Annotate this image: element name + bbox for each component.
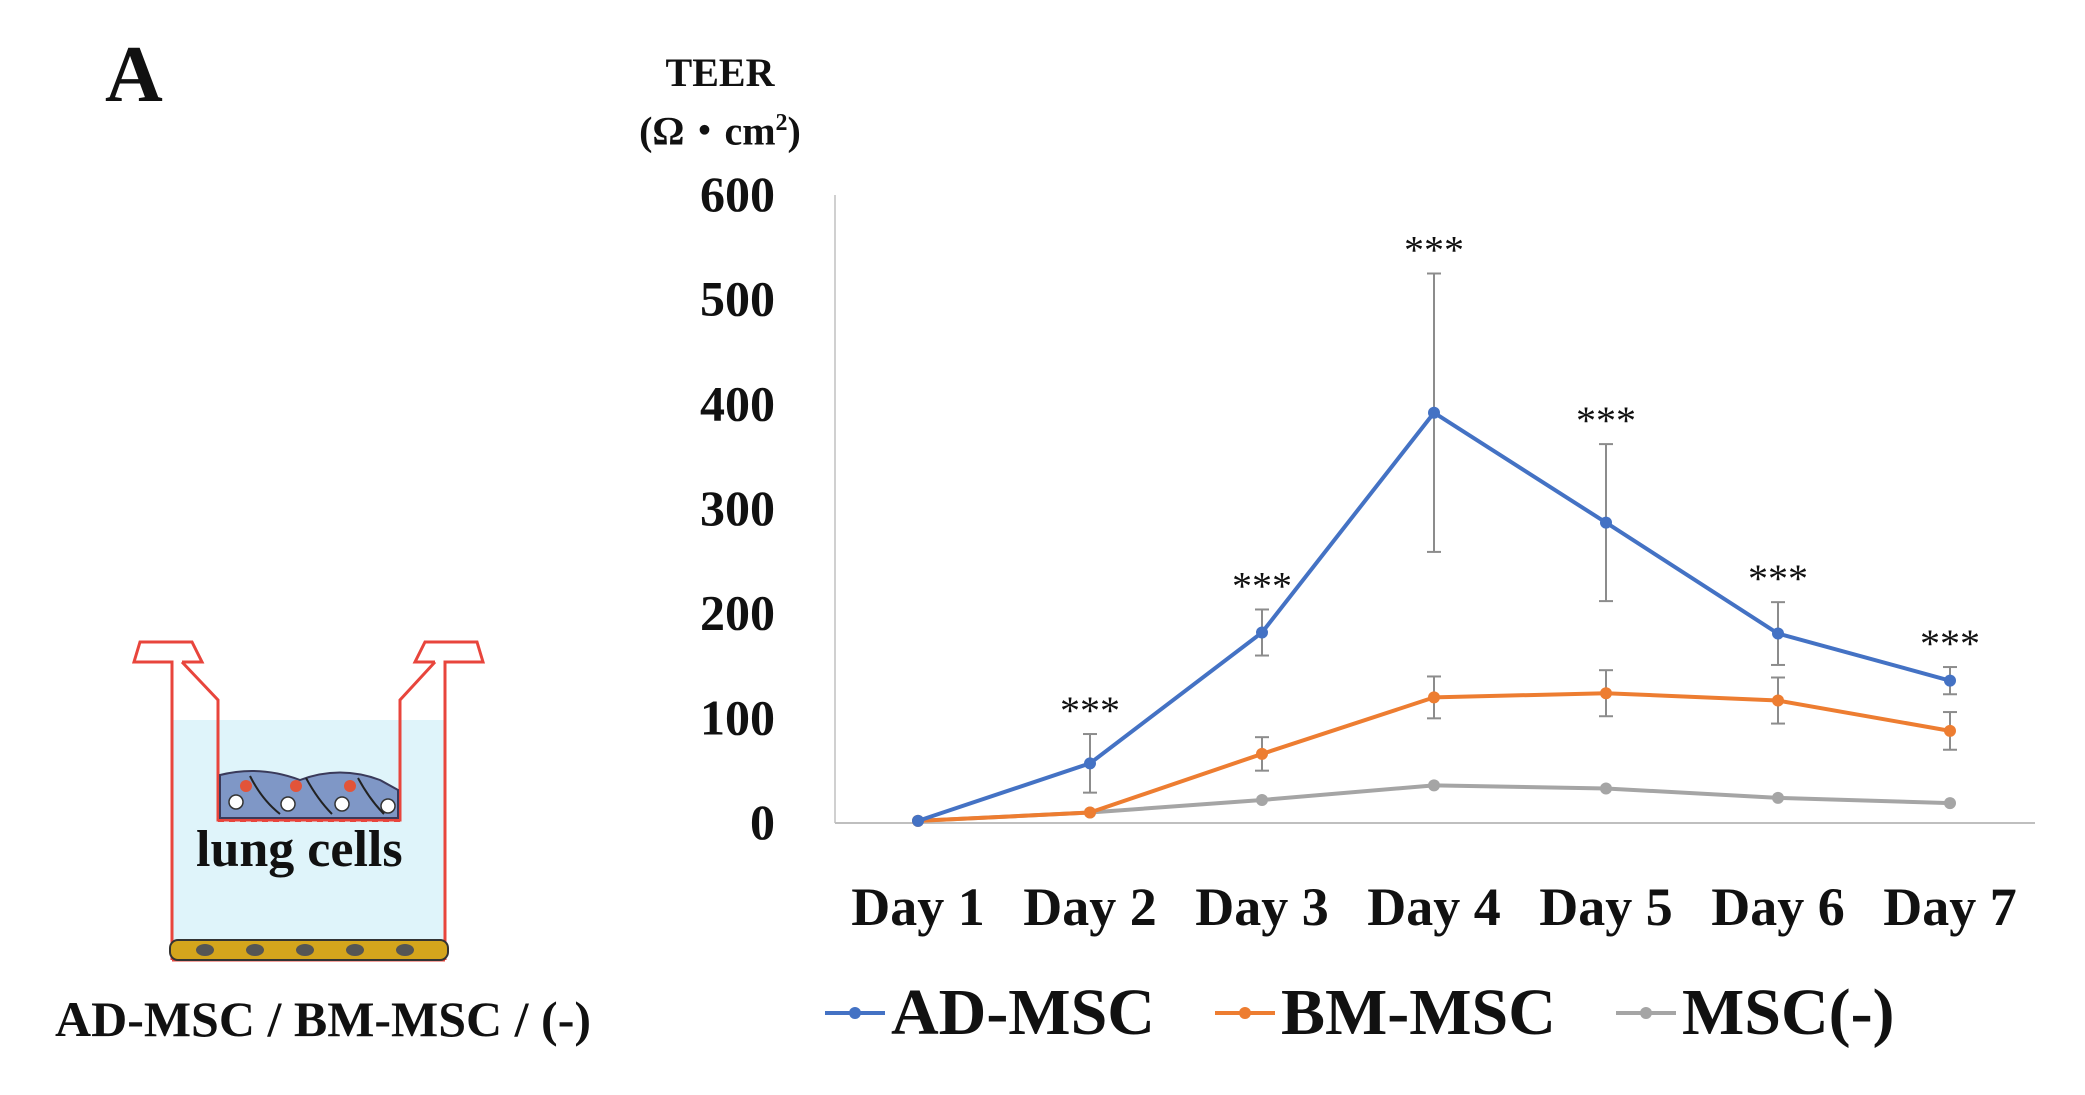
chart-area: 0 100 200 300 400 500 600 Day 1 Day 2 Day 3 Day 4 D…	[700, 166, 2035, 937]
y-tick-label: 0	[750, 794, 775, 850]
transwell-outer-wall-right	[412, 640, 486, 960]
significance-annotation: ***	[1748, 556, 1808, 601]
significance-annotation: ***	[1060, 688, 1120, 733]
data-point	[1944, 797, 1956, 810]
data-point	[1600, 687, 1612, 700]
data-point	[1256, 747, 1268, 760]
transwell-diagram	[131, 640, 486, 962]
legend-swatch	[1214, 1005, 1275, 1021]
x-tick-label: Day 3	[1195, 877, 1329, 937]
data-point	[1944, 674, 1956, 687]
data-point	[912, 814, 924, 827]
data-point	[1084, 757, 1096, 770]
significance-annotation: ***	[1920, 621, 1980, 666]
significance-annotation: ***	[1576, 398, 1636, 443]
data-point	[1256, 793, 1268, 806]
data-point	[1428, 779, 1440, 792]
panel-label: A	[105, 31, 163, 119]
y-tick-label: 100	[700, 689, 775, 745]
data-point	[1944, 724, 1956, 737]
legend-label: AD-MSC	[891, 976, 1155, 1049]
legend-swatch	[825, 1005, 885, 1021]
x-tick-label: Day 4	[1367, 877, 1501, 937]
significance-annotation: ***	[1232, 563, 1292, 608]
x-tick-label: Day 1	[851, 877, 985, 937]
lung-cells-label: lung cells	[196, 821, 403, 878]
x-tick-label: Day 6	[1711, 877, 1845, 937]
data-point	[1772, 791, 1784, 804]
y-tick-label: 600	[700, 166, 775, 222]
x-tick-label: Day 2	[1023, 877, 1157, 937]
y-axis-label: TEER (Ω・cm2)	[620, 48, 820, 156]
diagram-caption: AD-MSC / BM-MSC / (-)	[55, 991, 592, 1047]
transwell-outer-wall	[131, 640, 205, 960]
y-axis-label-line1: TEER	[665, 50, 775, 95]
y-tick-label: 400	[700, 375, 775, 431]
significance-annotation: ***	[1404, 228, 1464, 273]
legend-item: BM-MSC	[1214, 975, 1556, 1051]
data-point	[1428, 406, 1440, 419]
y-tick-label: 200	[700, 585, 775, 641]
x-tick-label: Day 5	[1539, 877, 1673, 937]
data-point	[1772, 694, 1784, 707]
legend-item: AD-MSC	[825, 975, 1155, 1051]
x-tick-label: Day 7	[1883, 877, 2017, 937]
legend-item: MSC(-)	[1615, 975, 1895, 1051]
y-axis-label-line2: (Ω・cm2)	[639, 108, 801, 154]
y-tick-label: 500	[700, 271, 775, 327]
data-point	[1084, 806, 1096, 819]
data-point	[1600, 782, 1612, 795]
msc-cell-layer	[169, 939, 449, 961]
data-point	[1772, 627, 1784, 640]
data-point	[1256, 626, 1268, 639]
lung-cell-layer	[219, 770, 399, 819]
y-tick-label: 300	[700, 480, 775, 536]
legend-label: MSC(-)	[1681, 976, 1895, 1049]
data-point	[1600, 516, 1612, 529]
data-point	[1428, 691, 1440, 704]
legend-swatch	[1615, 1005, 1676, 1021]
legend-label: BM-MSC	[1280, 976, 1556, 1049]
chart-legend: AD-MSC BM-MSC MSC(-)	[825, 975, 1895, 1051]
